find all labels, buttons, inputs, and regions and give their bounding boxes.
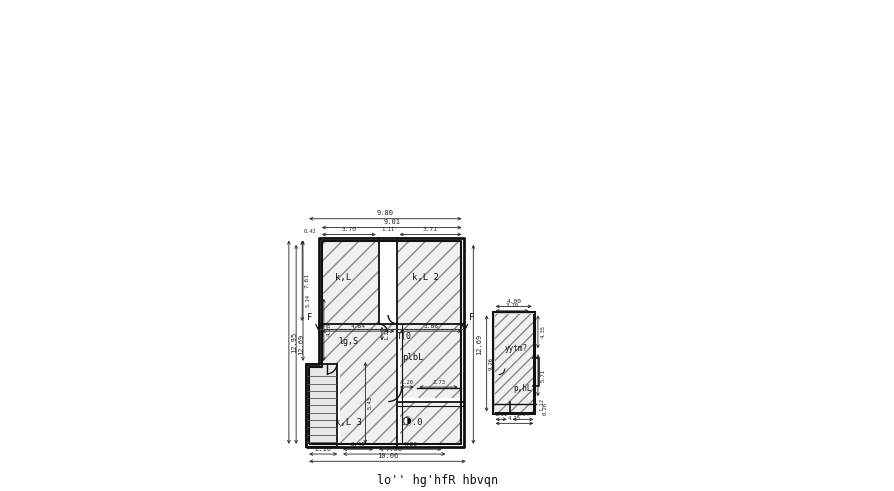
Text: 4.20: 4.20 <box>326 324 331 336</box>
Text: 4.35: 4.35 <box>540 326 544 338</box>
Text: 3.70: 3.70 <box>341 227 356 232</box>
Bar <box>494 314 532 412</box>
Text: yytm?: yytm? <box>503 344 527 353</box>
Text: 9.26: 9.26 <box>488 357 493 370</box>
Text: 1.61: 1.61 <box>494 412 507 417</box>
Bar <box>306 364 336 447</box>
Polygon shape <box>340 364 397 443</box>
Polygon shape <box>400 402 460 443</box>
Wedge shape <box>403 417 408 425</box>
Text: 1.11: 1.11 <box>381 227 393 232</box>
Text: 7.96: 7.96 <box>385 446 402 452</box>
Bar <box>493 312 534 414</box>
Text: 1.79: 1.79 <box>310 372 316 385</box>
Text: 2.54: 2.54 <box>516 412 529 417</box>
Circle shape <box>403 417 411 425</box>
Text: 3.71: 3.71 <box>423 227 437 232</box>
Text: 3.86: 3.86 <box>423 324 438 329</box>
Text: F: F <box>307 313 312 322</box>
Text: lo'' hg'hfR hbvqn: lo'' hg'hfR hbvqn <box>376 474 497 487</box>
Text: 12.69: 12.69 <box>476 334 481 355</box>
Text: 5.14: 5.14 <box>305 294 310 307</box>
Polygon shape <box>322 241 378 324</box>
Text: 1.20: 1.20 <box>384 327 389 340</box>
Text: F: F <box>468 313 474 322</box>
Text: 2.10: 2.10 <box>315 446 332 452</box>
Text: 3.49: 3.49 <box>350 442 366 447</box>
Polygon shape <box>396 241 460 324</box>
Text: 2.73: 2.73 <box>432 380 444 384</box>
Text: 4.23: 4.23 <box>402 442 417 447</box>
Text: T(0: T(0 <box>397 332 411 341</box>
Text: 7.61: 7.61 <box>304 273 309 288</box>
Text: 4.15: 4.15 <box>508 416 520 421</box>
Text: 3.70: 3.70 <box>505 303 518 308</box>
Text: 0.26: 0.26 <box>542 402 547 415</box>
Text: p,hL: p,hL <box>512 384 531 393</box>
Text: 9.80: 9.80 <box>376 210 393 217</box>
Text: 9.01: 9.01 <box>383 219 400 225</box>
Text: 1.20: 1.20 <box>400 380 413 384</box>
Text: 4.84: 4.84 <box>350 324 365 329</box>
Text: k,L: k,L <box>334 273 350 282</box>
Text: 5.71: 5.71 <box>540 369 544 382</box>
Text: 10.0: 10.0 <box>401 418 423 427</box>
Text: 10.06: 10.06 <box>376 453 398 459</box>
Text: 1.12: 1.12 <box>539 398 544 411</box>
Text: 0.42: 0.42 <box>303 229 316 235</box>
Text: 12.69: 12.69 <box>299 334 304 355</box>
Text: lg,S: lg,S <box>338 337 358 346</box>
Text: 4.00: 4.00 <box>506 299 520 304</box>
Polygon shape <box>322 324 397 364</box>
Polygon shape <box>340 374 397 443</box>
Text: k,L 3: k,L 3 <box>335 418 362 427</box>
Text: 12.95: 12.95 <box>291 331 297 353</box>
Text: plbL: plbL <box>401 354 423 362</box>
Polygon shape <box>400 324 460 398</box>
Text: k,L 2: k,L 2 <box>412 273 439 282</box>
Polygon shape <box>494 314 532 412</box>
Text: 5.43: 5.43 <box>367 396 373 409</box>
